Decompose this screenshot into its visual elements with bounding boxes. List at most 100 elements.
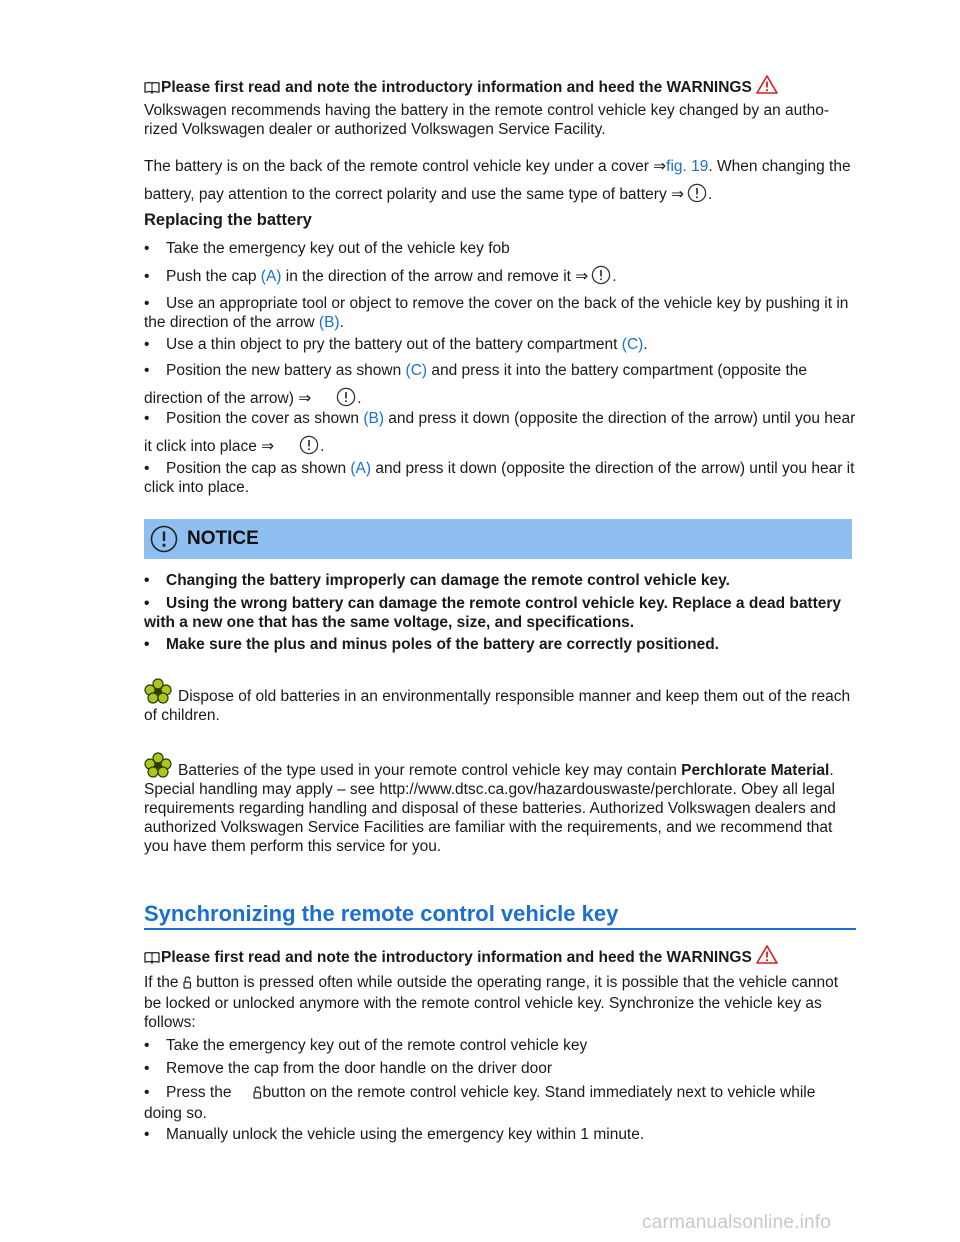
warning-triangle-icon [755,75,778,99]
step-text-part: . [357,390,362,407]
intro-text: Please first read and note the introduct… [161,79,752,96]
environment-icon [144,678,172,709]
sync-intro-text: Please first read and note the introduct… [161,949,752,966]
list-item: • Remove the cap from the door handle on… [144,1059,856,1078]
step-text: Position the cover as shown (B) and pres… [144,405,856,465]
step-text-part: in the direction of the arrow and remove… [281,268,589,285]
step-text-part: . [339,314,344,331]
battery-paragraph-2: The battery is on the back of the remote… [144,153,856,213]
environment-note-1: Dispose of old batteries in an environme… [144,678,856,725]
ref-b: (B) [363,410,384,427]
bullet: • [144,362,150,379]
fig-19-link[interactable]: fig. 19 [666,158,709,175]
ref-c: (C) [405,362,428,379]
book-icon [144,950,160,969]
step-text-part: and press it into the battery compartmen… [144,362,808,407]
environment-note-2: Batteries of the type used in your remot… [144,752,856,856]
bullet: • [144,572,150,589]
sync-section-title: Synchronizing the remote control vehicle… [144,901,619,926]
sync-intro-warning-line: Please first read and note the introduct… [144,945,856,969]
sync-para-b: button is pressed often while outside th… [144,974,839,1031]
battery-paragraph-1: Volkswagen recommends having the battery… [144,102,829,138]
step-text: Take the emergency key out of the vehicl… [166,240,510,257]
unlock-icon [183,975,192,994]
step-text: Press the button on the remote control ve… [144,1083,856,1123]
ref-a: (A) [260,268,282,285]
step-text-part: and press it down (opposite the directio… [144,410,856,455]
notice-icon[interactable] [277,435,319,465]
environment-icon [144,752,172,783]
step-text-part: Push the cap [166,268,261,285]
sync-para-a: If the [144,974,183,991]
list-item: • Position the cap as shown (A) and pres… [144,459,856,497]
step-text: Use an appropriate tool or object to rem… [144,294,856,332]
bullet: • [144,460,150,477]
replacing-battery-heading: Replacing the battery [144,211,312,229]
list-item: • Take the emergency key out of the remo… [144,1036,856,1055]
list-item: • Push the cap (A) in the direction of t… [144,263,856,295]
notice-text: Changing the battery improperly can dama… [166,572,730,589]
bullet: • [144,1037,150,1054]
bullet: • [144,295,150,312]
ref-c: (C) [621,336,644,353]
ref-a: (A) [350,460,372,477]
step-text: Remove the cap from the door handle on t… [166,1060,553,1077]
bullet: • [144,410,150,427]
para2-text-b: . When changing the battery, pay attenti… [144,158,851,203]
step-text-part: Press the [166,1084,232,1101]
step-text: Push the cap (A) in the direction of the… [144,263,856,295]
para2-text-a: The battery is on the back of the remote… [144,158,667,175]
env2-text-a: Batteries of the type used in your remot… [178,762,682,779]
list-item: • Manually unlock the vehicle using the … [144,1125,856,1144]
notice-icon [149,524,179,559]
list-item: • Position the cover as shown (B) and pr… [144,405,856,465]
step-text-part: Position the new battery as shown [166,362,406,379]
notice-icon[interactable] [591,265,611,295]
step-text-part: and press it down (opposite the directio… [144,460,855,496]
ref-b: (B) [318,314,340,331]
notice-text: Using the wrong battery can damage the r… [144,595,842,631]
book-icon [144,80,160,99]
notice-item: • Make sure the plus and minus poles of … [144,635,856,654]
notice-icon[interactable] [687,183,707,213]
step-text-part: . [643,336,648,353]
environment-text-1: Dispose of old batteries in an environme… [144,688,851,724]
notice-icon[interactable] [314,387,356,417]
step-text-part: button on the remote control vehicle key… [144,1084,816,1122]
bullet: • [144,1084,150,1101]
para2-text-c: . [708,186,713,203]
step-text-part: . [612,268,617,285]
intro-warning-line: Please first read and note the introduct… [144,75,856,99]
env2-text-b: . Special handling may apply – see http:… [144,762,836,855]
watermark: carmanualsonline.info [642,1212,832,1233]
bullet: • [144,1060,150,1077]
bullet: • [144,1126,150,1143]
bullet: • [144,240,150,257]
step-text: Position the new battery as shown (C) an… [144,357,856,417]
bullet: • [144,636,150,653]
step-text: Use a thin object to pry the battery out… [144,335,856,354]
step-text-part: Position the cover as shown [166,410,364,427]
bullet: • [144,595,150,612]
notice-banner: NOTICE [144,519,852,559]
notice-text: Make sure the plus and minus poles of th… [166,636,719,653]
bullet: • [144,336,150,353]
notice-item: • Changing the battery improperly can da… [144,571,856,590]
section-divider [144,928,856,930]
list-item: • Take the emergency key out of the vehi… [144,239,856,258]
step-text: Position the cap as shown (A) and press … [144,459,856,497]
notice-item: • Using the wrong battery can damage the… [144,594,856,632]
list-item: • Position the new battery as shown (C) … [144,357,856,417]
warning-triangle-icon [755,945,778,969]
step-text-part: . [320,438,325,455]
list-item: • Press the button on the remote control … [144,1083,856,1123]
list-item: • Use a thin object to pry the battery o… [144,335,856,354]
sync-paragraph: If the button is pressed often while out… [144,973,856,1032]
step-text-part: Use a thin object to pry the battery out… [166,336,622,353]
bullet: • [144,268,150,285]
step-text-part: Use an appropriate tool or object to rem… [144,295,849,331]
step-text: Manually unlock the vehicle using the em… [166,1126,645,1143]
unlock-icon [231,1085,262,1104]
perchlorate-material: Perchlorate Material [681,762,830,779]
